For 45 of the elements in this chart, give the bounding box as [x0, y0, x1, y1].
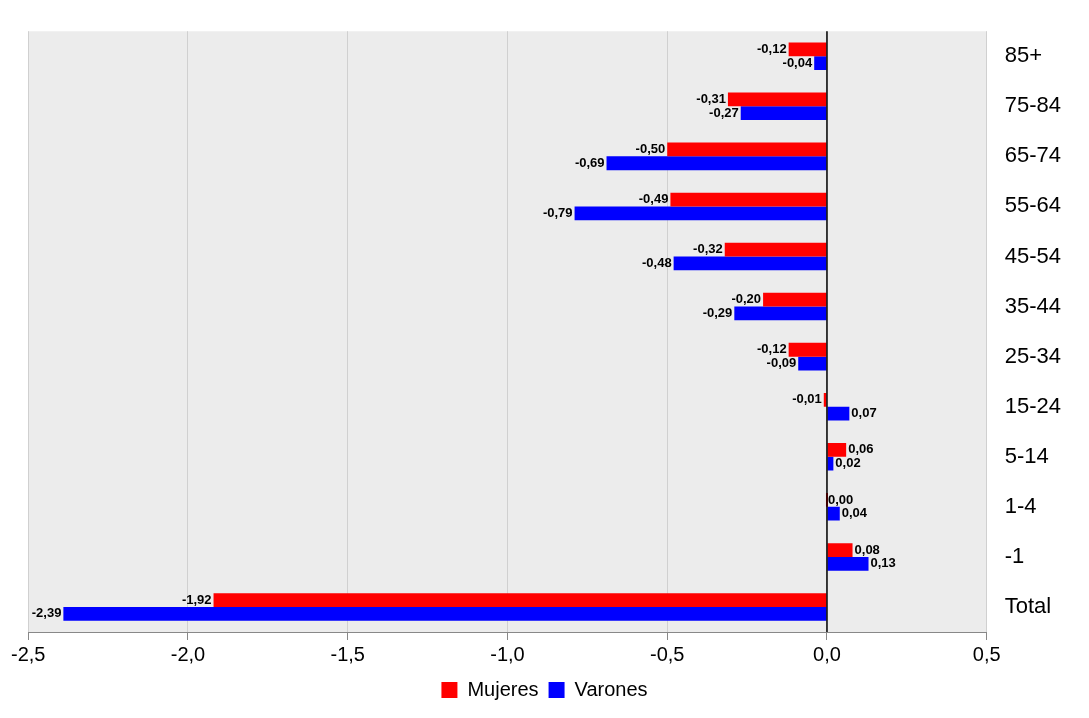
- data-label: -0,12: [757, 40, 787, 56]
- y-tick-label: Total: [1004, 593, 1052, 619]
- data-label: -0,32: [693, 241, 723, 257]
- data-label: -0,79: [542, 204, 573, 220]
- data-label: 0,07: [851, 405, 877, 421]
- y-tick-label: 85+: [1004, 42, 1043, 68]
- x-tick-label: -1,5: [330, 642, 365, 665]
- data-label: -0,29: [702, 305, 733, 321]
- x-tick-label: 0,0: [813, 642, 841, 665]
- y-tick-label: 15-24: [1004, 392, 1062, 418]
- data-label: -0,04: [782, 54, 813, 70]
- data-label: -0,20: [731, 291, 762, 307]
- y-tick-label: 45-54: [1004, 242, 1062, 268]
- y-tick-label: -1: [1004, 542, 1025, 568]
- data-label: 0,08: [854, 541, 880, 557]
- data-label: -0,31: [696, 90, 726, 106]
- y-tick-label: 5-14: [1004, 442, 1049, 468]
- data-label: 0,04: [841, 505, 868, 521]
- data-label: -0,50: [635, 141, 666, 157]
- x-tick-label: -0,5: [650, 642, 685, 665]
- data-label: -0,49: [638, 191, 669, 207]
- x-tick-label: -2,5: [11, 642, 46, 665]
- data-label: -0,48: [641, 254, 672, 270]
- data-label: -0,69: [574, 154, 605, 170]
- y-tick-label: 25-34: [1004, 342, 1062, 368]
- y-tick-label: 55-64: [1004, 192, 1062, 218]
- data-label: 0,02: [835, 455, 861, 471]
- legend-label: Varones: [574, 677, 648, 700]
- data-label: -0,09: [766, 355, 797, 371]
- data-label: -1,92: [181, 591, 212, 607]
- legend-label: Mujeres: [467, 677, 539, 700]
- x-tick-label: -2,0: [170, 642, 206, 665]
- data-label: -0,27: [709, 104, 739, 120]
- data-label: 0,00: [827, 491, 854, 507]
- y-tick-label: 75-84: [1004, 92, 1062, 118]
- x-tick-label: 0,5: [972, 642, 1001, 665]
- data-label: 0,13: [870, 555, 896, 571]
- y-tick-label: 35-44: [1004, 292, 1062, 318]
- data-label: 0,06: [848, 441, 874, 457]
- y-tick-label: 65-74: [1004, 142, 1062, 168]
- x-tick-label: -1,0: [490, 642, 525, 665]
- data-label: -0,01: [792, 391, 822, 407]
- data-label: -2,39: [31, 605, 62, 621]
- data-label: -0,12: [757, 341, 787, 357]
- y-tick-label: 1-4: [1004, 492, 1037, 518]
